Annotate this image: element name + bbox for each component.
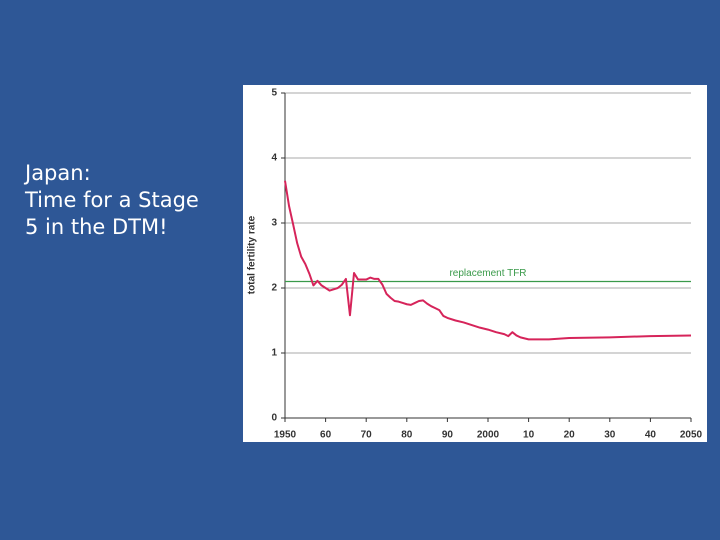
text-line: 5 in the DTM! — [25, 215, 168, 239]
x-tick-label: 60 — [320, 430, 332, 441]
y-tick-label: 0 — [271, 413, 277, 424]
y-tick-label: 1 — [271, 348, 277, 359]
x-tick-label: 30 — [604, 430, 616, 441]
y-tick-label: 5 — [271, 88, 277, 99]
x-tick-label: 80 — [401, 430, 413, 441]
x-tick-label: 10 — [523, 430, 535, 441]
chart-background — [243, 85, 707, 442]
x-tick-label: 2050 — [680, 430, 703, 441]
y-tick-label: 2 — [271, 283, 277, 294]
text-line: Time for a Stage — [25, 188, 199, 212]
y-axis-label: total fertility rate — [247, 215, 258, 294]
x-tick-label: 90 — [442, 430, 454, 441]
y-tick-label: 3 — [271, 218, 277, 229]
x-tick-label: 1950 — [274, 430, 297, 441]
x-tick-label: 20 — [564, 430, 576, 441]
x-tick-label: 70 — [361, 430, 373, 441]
annotation: replacement TFR — [449, 268, 526, 279]
x-tick-label: 40 — [645, 430, 657, 441]
y-tick-label: 4 — [271, 153, 277, 164]
x-tick-label: 2000 — [477, 430, 500, 441]
data-line — [284, 180, 692, 341]
slide-text: Japan: Time for a Stage 5 in the DTM! — [25, 160, 199, 241]
text-line: Japan: — [25, 161, 91, 185]
